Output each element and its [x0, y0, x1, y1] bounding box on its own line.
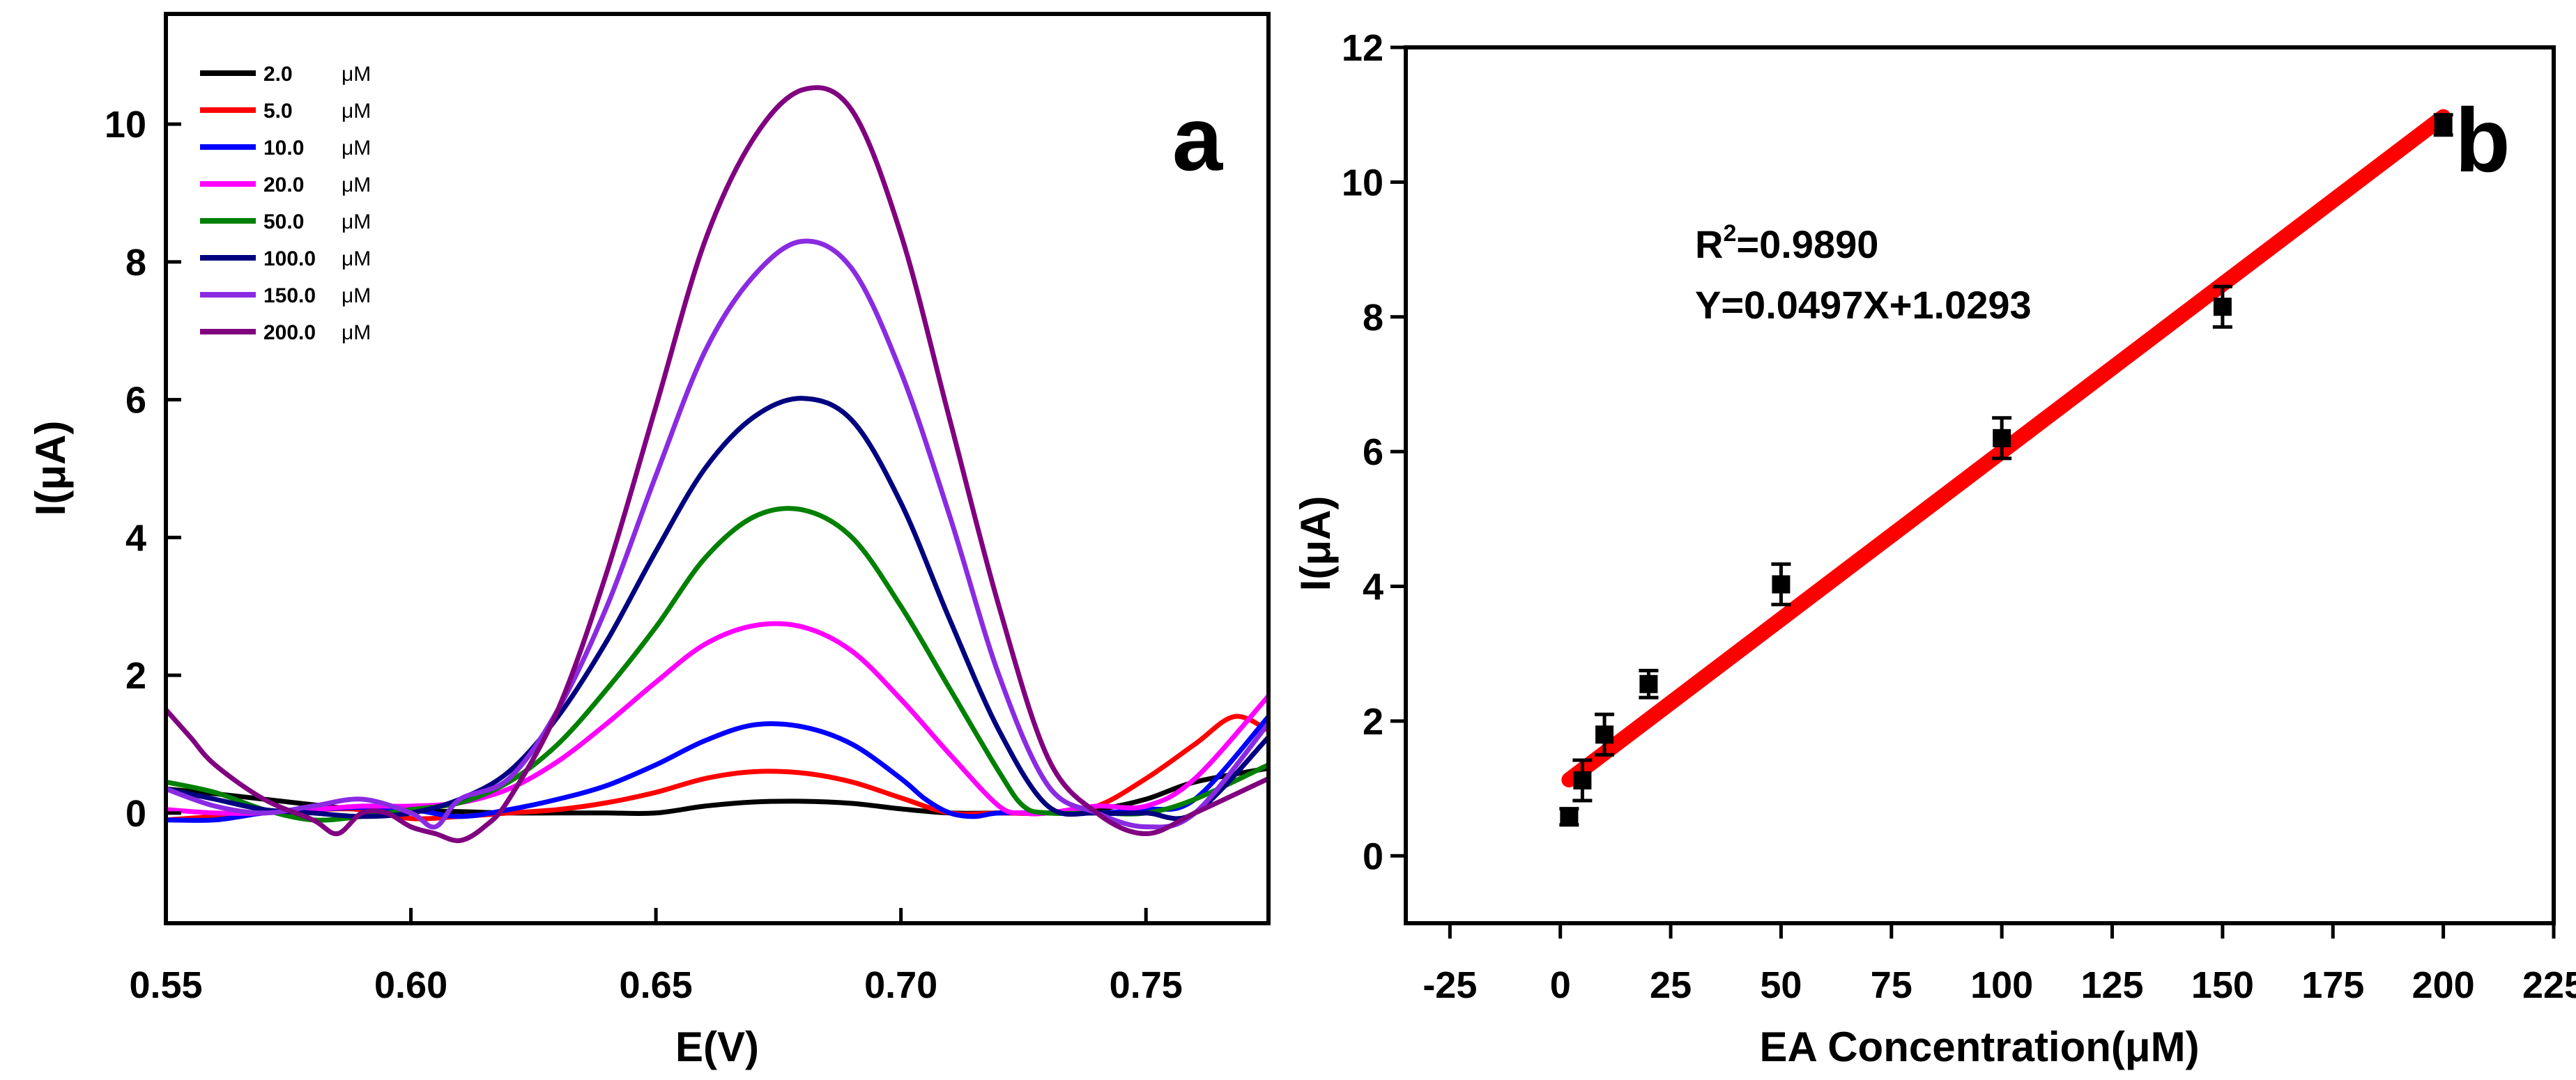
panel-a-y-tick-label: 8	[125, 242, 146, 284]
panel-b-y-tick-label: 12	[1342, 27, 1383, 69]
panel-b-x-tick-label: 125	[2080, 964, 2143, 1006]
panel-a-legend: 2.0 μM 5.0 μM 10.0 μM 20.0 μM 50.0 μM 100.0 μM 150.0…	[200, 63, 371, 344]
panel-a-letter: a	[1172, 88, 1224, 190]
panel-a-x-tick-label: 0.75	[1110, 964, 1183, 1006]
panel-a-y-tick-label: 10	[105, 104, 146, 146]
panel-a-x-tick-label: 0.70	[864, 964, 937, 1006]
legend-label-100.0: 100.0	[263, 247, 316, 270]
panel-a-series-line-7	[164, 238, 1271, 830]
panel-a-chart: 0.55 0.60 0.65 0.70 0.75 0 2 4 6 8 10 E(V) I(μA) a…	[27, 12, 1271, 1070]
panel-b-chart: -25 0 25 50 75 100 125 150 175 200 225 0 2 4 6 8 10 12 EA…	[1292, 27, 2576, 1070]
legend-label-2.0: 2.0	[263, 63, 293, 86]
panel-b-letter: b	[2455, 89, 2510, 191]
legend-unit-2.0: μM	[342, 63, 371, 86]
panel-b-data-point	[1639, 674, 1658, 693]
panel-b-y-tick-label: 6	[1363, 431, 1383, 473]
panel-b-x-tick-label: 150	[2191, 964, 2254, 1006]
panel-b-y-tick-label: 0	[1363, 835, 1383, 877]
panel-a-series-line-4	[165, 621, 1271, 817]
panel-b-x-tick-label: 175	[2301, 964, 2364, 1006]
panel-a-x-tick-label: 0.60	[374, 964, 447, 1006]
legend-unit-200.0: μM	[342, 321, 371, 344]
panel-b-fit-equation: Y=0.0497X+1.0293	[1695, 283, 2032, 327]
legend-unit-10.0: μM	[342, 137, 371, 160]
panel-b-fit-line	[1561, 109, 2451, 788]
panel-b-data-points	[1559, 113, 2453, 827]
legend-label-5.0: 5.0	[263, 100, 293, 123]
panel-b-plot-frame	[1404, 45, 2556, 925]
panel-b-x-tick-label: -25	[1423, 964, 1477, 1006]
panel-a-x-axis-label: E(V)	[675, 1024, 759, 1070]
legend-unit-20.0: μM	[342, 173, 371, 196]
panel-a-series-line-6	[165, 396, 1271, 821]
legend-unit-150.0: μM	[342, 284, 371, 307]
legend-unit-50.0: μM	[342, 210, 371, 233]
panel-b-y-tick-label: 10	[1342, 162, 1383, 203]
panel-a-series-line-5	[165, 506, 1270, 823]
panel-b-data-point	[2213, 298, 2232, 316]
panel-a-ticks: 0.55 0.60 0.65 0.70 0.75 0 2 4 6 8 10	[105, 104, 1183, 1006]
panel-a-y-tick-label: 2	[125, 655, 146, 697]
panel-b-x-tick-label: 225	[2522, 964, 2576, 1006]
legend-unit-5.0: μM	[342, 100, 371, 123]
panel-a-y-tick-label: 4	[125, 517, 146, 559]
panel-b-r-squared-sup: 2	[1723, 220, 1736, 247]
panel-b-x-tick-label: 75	[1871, 964, 1912, 1006]
panel-a-x-tick-label: 0.65	[620, 964, 693, 1006]
legend-label-10.0: 10.0	[263, 137, 304, 160]
legend-label-150.0: 150.0	[263, 284, 316, 307]
panel-a-plot-frame	[164, 12, 1271, 925]
legend-unit-100.0: μM	[342, 247, 371, 270]
panel-b-x-tick-label: 0	[1550, 964, 1571, 1006]
panel-a-y-tick-label: 6	[125, 380, 146, 422]
panel-b-y-tick-label: 8	[1363, 297, 1383, 339]
panel-b-r-squared: R2=0.9890	[1695, 220, 1878, 266]
panel-a-y-tick-label: 0	[125, 793, 146, 835]
legend-label-20.0: 20.0	[263, 173, 304, 196]
panel-b-y-axis-label: I(μA)	[1292, 496, 1339, 592]
panel-a-series-lines	[164, 85, 1271, 844]
panel-b-r-squared-base: R	[1695, 222, 1723, 266]
panel-a-y-axis-label: I(μA)	[27, 421, 74, 516]
panel-b-y-tick-label: 2	[1363, 701, 1383, 743]
panel-a-series-line-8	[164, 85, 1270, 844]
panel-b-data-point	[1772, 575, 1791, 594]
legend-label-200.0: 200.0	[263, 321, 316, 344]
panel-b-x-tick-label: 200	[2412, 964, 2475, 1006]
panel-b-ticks: -25 0 25 50 75 100 125 150 175 200 225 0 2 4 6 8 10 12	[1342, 27, 2576, 1006]
legend-label-50.0: 50.0	[263, 210, 304, 233]
panel-b-data-point	[1993, 429, 2011, 447]
panel-b-data-point	[1560, 808, 1579, 826]
panel-b-r-squared-value: =0.9890	[1736, 222, 1878, 266]
panel-a-x-tick-label: 0.55	[129, 964, 202, 1006]
panel-b-data-point	[2434, 116, 2453, 134]
panel-b-x-tick-label: 100	[1970, 964, 2033, 1006]
panel-b-x-tick-label: 50	[1760, 964, 1802, 1006]
panel-b-data-point	[1573, 771, 1592, 790]
panel-b-y-tick-label: 4	[1363, 566, 1383, 608]
panel-b-data-point	[1595, 725, 1614, 744]
panel-b-x-tick-label: 25	[1650, 964, 1692, 1006]
panel-b-x-axis-label: EA Concentration(μM)	[1759, 1024, 2199, 1070]
